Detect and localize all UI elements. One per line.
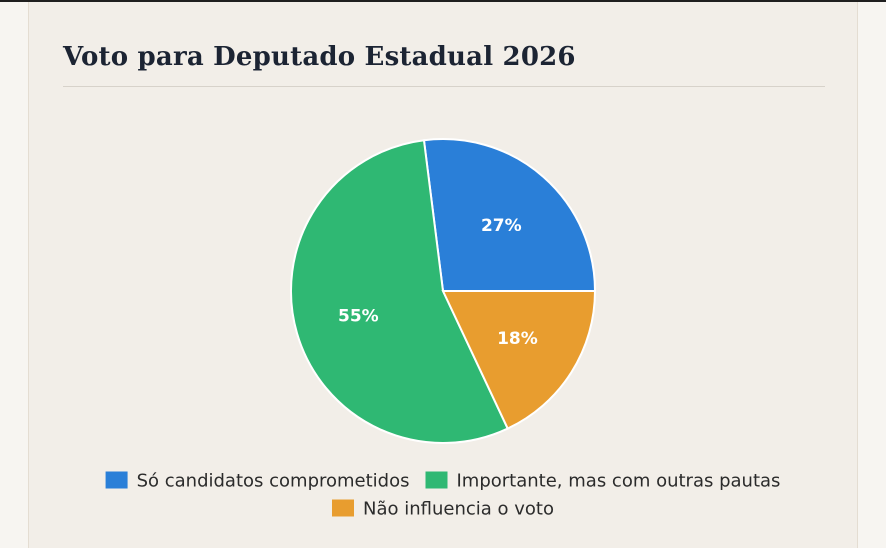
pie-slice-2 [290, 139, 510, 444]
legend-swatch-3 [332, 499, 354, 517]
legend-label-3: Não influencia o voto [363, 498, 554, 519]
pie-slice-1 [422, 138, 597, 292]
pie-slices [290, 138, 597, 444]
chart-legend: Só candidatos comprometidos Importante, m… [105, 470, 781, 519]
pie-data-labels: 27% 55% 18% [338, 216, 538, 349]
legend-swatch-1 [105, 471, 128, 489]
slice-label-3: 18% [497, 329, 538, 349]
top-border [0, 0, 886, 2]
legend-label-1: Só candidatos comprometidos [137, 470, 410, 491]
pie-slice-3 [441, 290, 597, 430]
legend-swatch-2 [425, 471, 448, 489]
slice-label-2: 55% [338, 307, 379, 327]
chart-title: Voto para Deputado Estadual 2026 [63, 42, 576, 72]
legend-label-2: Importante, mas com outras pautas [457, 470, 781, 491]
title-divider [63, 86, 825, 87]
slice-label-1: 27% [481, 216, 522, 236]
